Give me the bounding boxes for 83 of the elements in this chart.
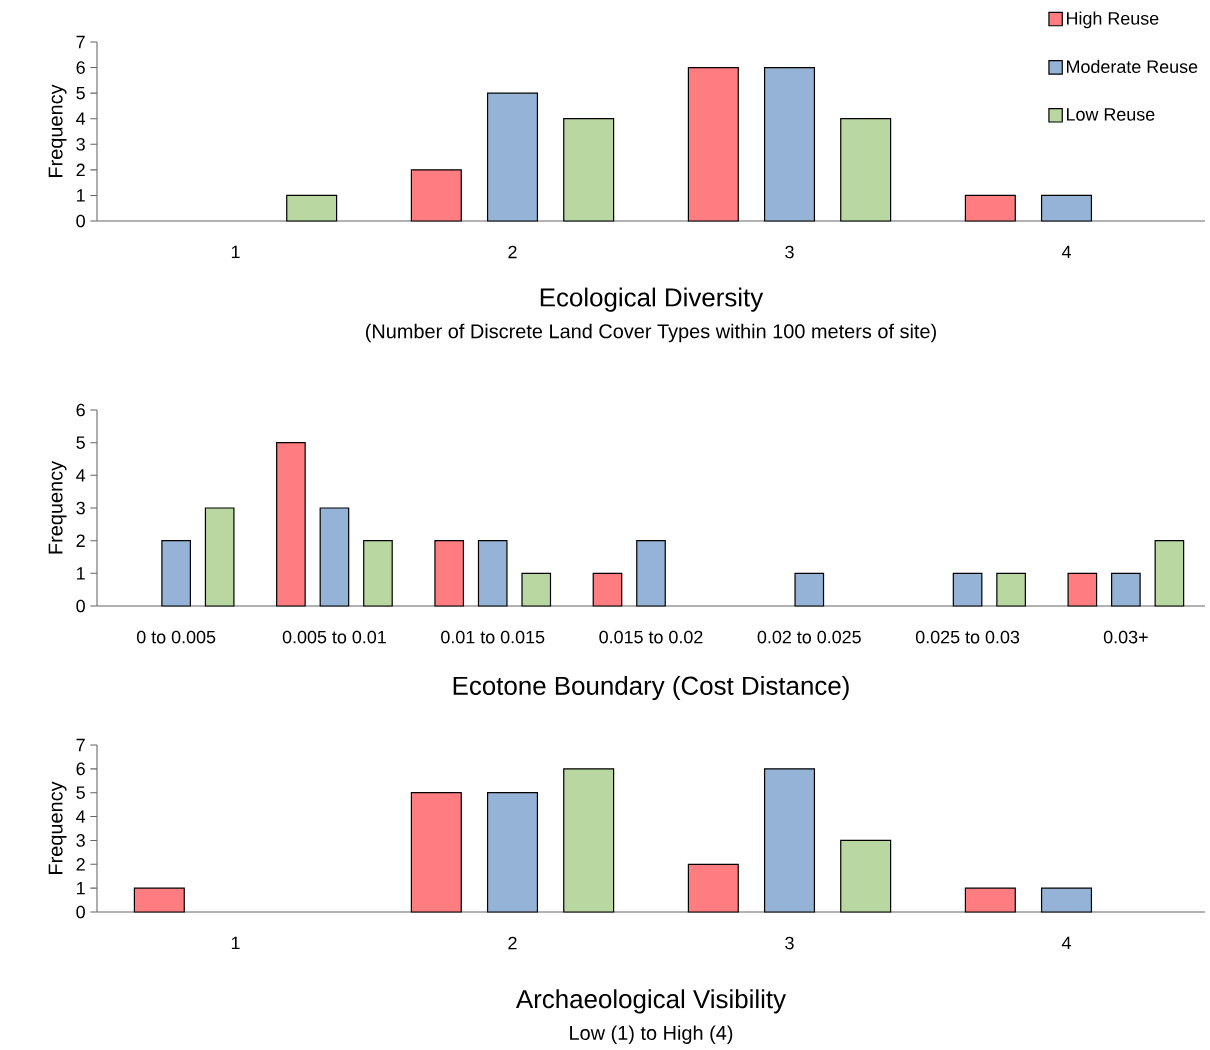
y-tick-label: 2 <box>76 163 85 177</box>
y-tick-label: 0 <box>76 214 85 228</box>
legend-label: Low Reuse <box>1067 108 1155 121</box>
x-axis-title: Ecotone Boundary (Cost Distance) <box>453 675 849 701</box>
bar <box>521 572 552 607</box>
bar <box>410 169 462 222</box>
bar <box>434 540 465 607</box>
x-tick-label: 2 <box>508 245 517 259</box>
y-tick-label: 1 <box>77 567 85 580</box>
bar <box>563 118 615 222</box>
bar <box>687 66 739 222</box>
bar <box>1040 887 1093 913</box>
bar <box>133 887 185 913</box>
y-tick-label: 0 <box>76 905 85 919</box>
x-axis-title: Archaeological Visibility <box>515 989 786 1014</box>
y-axis-title: Frequency <box>48 781 67 874</box>
bar <box>1040 194 1093 222</box>
x-tick-label: 0.02 to 0.025 <box>757 630 861 644</box>
y-axis-title: Frequency <box>48 460 67 554</box>
bar <box>486 792 539 913</box>
y-tick-label: 5 <box>76 436 85 449</box>
y-tick-label: 3 <box>76 137 85 151</box>
bar <box>763 66 816 222</box>
bar <box>996 572 1026 607</box>
bar <box>410 792 462 913</box>
x-tick-label: 0.01 to 0.015 <box>441 630 545 644</box>
x-tick-label: 3 <box>785 245 794 259</box>
bar <box>840 118 892 222</box>
x-tick-label: 2 <box>508 936 517 950</box>
y-tick-label: 5 <box>76 86 85 100</box>
y-tick-label: 0 <box>76 599 85 613</box>
x-tick-label: 4 <box>1061 245 1071 259</box>
bar <box>276 442 306 607</box>
x-tick-label: 0.025 to 0.03 <box>915 630 1020 644</box>
y-axis-title: Frequency <box>48 84 67 177</box>
y-tick-label: 6 <box>76 403 85 417</box>
bar <box>592 572 623 607</box>
y-tick-label: 1 <box>77 881 85 895</box>
bar <box>1154 540 1185 607</box>
bar <box>687 863 739 913</box>
y-tick-label: 2 <box>76 858 85 871</box>
y-tick-label: 4 <box>76 112 86 125</box>
bar <box>964 887 1016 913</box>
text: Low (1) to High (4) <box>570 1025 733 1044</box>
bar <box>794 572 825 607</box>
y-tick-label: 1 <box>77 189 85 202</box>
y-tick-label: 3 <box>76 501 85 515</box>
bar <box>763 768 816 913</box>
bar <box>286 194 338 222</box>
y-tick-label: 7 <box>76 35 85 49</box>
x-tick-label: 0.03+ <box>1103 630 1148 644</box>
x-tick-label: 3 <box>785 936 794 950</box>
bar <box>204 507 235 607</box>
bar <box>1111 572 1141 607</box>
bar <box>319 507 350 607</box>
y-tick-label: 7 <box>76 738 85 752</box>
y-tick-label: 5 <box>76 786 85 799</box>
y-tick-label: 6 <box>76 762 85 776</box>
y-tick-label: 4 <box>76 810 86 823</box>
bar <box>363 540 393 607</box>
bar <box>161 540 191 607</box>
y-tick-label: 2 <box>76 534 85 547</box>
x-tick-label: 0 to 0.005 <box>136 630 216 644</box>
x-tick-label: 1 <box>231 936 240 950</box>
x-tick-label: 0.005 to 0.01 <box>282 630 386 644</box>
x-tick-label: 0.015 to 0.02 <box>599 630 703 644</box>
x-tick-label: 1 <box>231 245 240 259</box>
bar <box>486 92 539 222</box>
text: (Number of Discrete Land Cover Types within 100 meters of site) <box>365 323 936 343</box>
bar <box>477 540 508 607</box>
legend-label: High Reuse <box>1067 11 1159 29</box>
bar <box>952 572 983 607</box>
bar <box>964 194 1016 222</box>
y-tick-label: 6 <box>76 61 85 74</box>
bar <box>840 839 892 913</box>
y-tick-label: 3 <box>76 834 85 847</box>
x-axis-title: Ecological Diversity <box>540 287 764 312</box>
x-tick-label: 4 <box>1061 936 1071 950</box>
bar <box>1067 572 1098 607</box>
bar <box>563 768 615 913</box>
legend-label: Moderate Reuse <box>1067 59 1198 74</box>
bar <box>636 540 666 607</box>
y-tick-label: 4 <box>76 469 86 482</box>
